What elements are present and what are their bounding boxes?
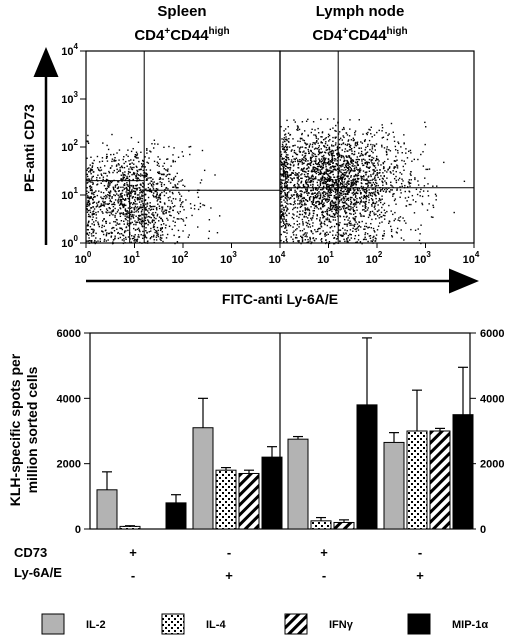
flow-x-tick-label: 104 [463, 250, 480, 266]
panel-title-spleen-line2: CD4+CD44high [134, 26, 229, 44]
flow-y-axis-title: PE-anti CD73 [21, 104, 37, 192]
bar-il2 [96, 489, 118, 530]
flow-x-tick-label: 100 [75, 250, 92, 266]
panel-title-spleen-line1: Spleen [157, 3, 206, 20]
legend-swatch [41, 613, 65, 635]
bar-il2 [192, 427, 214, 530]
bar-y-axis-title-line2: million sorted cells [24, 366, 40, 493]
flow-x-tick-label: 103 [220, 250, 237, 266]
bar-ifn [238, 472, 260, 530]
flow-plot-spleen [85, 50, 281, 245]
bar-il2 [287, 438, 309, 530]
flow-y-tick-label: 102 [61, 138, 78, 154]
bar-y-tick-label-right: 0 [480, 524, 486, 536]
flow-x-tick-label: 103 [414, 250, 431, 266]
bar-y-tick-label-left: 0 [75, 524, 81, 536]
bar-mip1 [261, 456, 283, 530]
legend-swatch [161, 613, 185, 635]
flow-x-tick-label: 102 [366, 250, 383, 266]
legend-label: MIP-1α [452, 619, 488, 631]
legend-label: IL-2 [86, 619, 106, 631]
condition-label-cd73: CD73 [14, 545, 47, 560]
bar-ifn [429, 430, 451, 530]
flow-x-tick-label: 101 [123, 250, 140, 266]
legend-label: IL-4 [206, 619, 226, 631]
bar-mip1 [356, 404, 378, 530]
cd73-mark: + [320, 545, 328, 560]
bar-y-tick-label-right: 6000 [480, 328, 504, 340]
flow-x-tick-label: 101 [317, 250, 334, 266]
flow-y-tick-label: 100 [61, 234, 78, 250]
legend-swatch [407, 613, 431, 635]
panel-title-lymph-line1: Lymph node [316, 3, 405, 20]
bar-chart: 0 2000 4000 6000 0 2000 4000 6000 [57, 328, 505, 536]
cd73-mark: - [227, 545, 231, 560]
bar-y-tick-label-left: 2000 [57, 459, 81, 471]
ly6ae-mark: + [416, 568, 424, 583]
bar-il4 [406, 430, 428, 530]
bar-y-tick-label-left: 4000 [57, 393, 81, 405]
bar-mip1 [165, 502, 187, 530]
bar-y-tick-label-right: 2000 [480, 459, 504, 471]
cd73-mark: + [129, 545, 137, 560]
bar-ifn [333, 521, 355, 530]
bar-mip1 [452, 414, 474, 530]
ly6ae-mark: + [225, 568, 233, 583]
legend-swatch [284, 613, 308, 635]
bar-y-tick-label-right: 4000 [480, 393, 504, 405]
bar-y-axis-title-line1: KLH-specific spots per [7, 353, 23, 506]
panel-title-lymph-line2: CD4+CD44high [312, 26, 407, 44]
flow-x-tick-label: 104 [269, 250, 286, 266]
flow-plot-lymph-node [279, 50, 475, 245]
bar-il4 [310, 520, 332, 530]
ly6ae-mark: - [131, 568, 135, 583]
cd73-mark: - [418, 545, 422, 560]
ly6ae-mark: - [322, 568, 326, 583]
legend-label: IFNγ [329, 619, 354, 631]
bar-il4 [215, 469, 237, 530]
flow-y-tick-label: 103 [61, 90, 78, 106]
flow-y-tick-label: 104 [61, 42, 78, 58]
bar-il2 [383, 441, 405, 530]
condition-label-ly6ae: Ly-6A/E [14, 565, 62, 580]
flow-x-axis-title: FITC-anti Ly-6A/E [222, 291, 338, 307]
flow-x-tick-label: 102 [172, 250, 189, 266]
bar-il4 [119, 525, 141, 530]
bar-y-tick-label-left: 6000 [57, 328, 81, 340]
flow-y-tick-label: 101 [61, 186, 78, 202]
legend: IL-2 IL-4 IFNγ MIP-1α [41, 613, 488, 635]
